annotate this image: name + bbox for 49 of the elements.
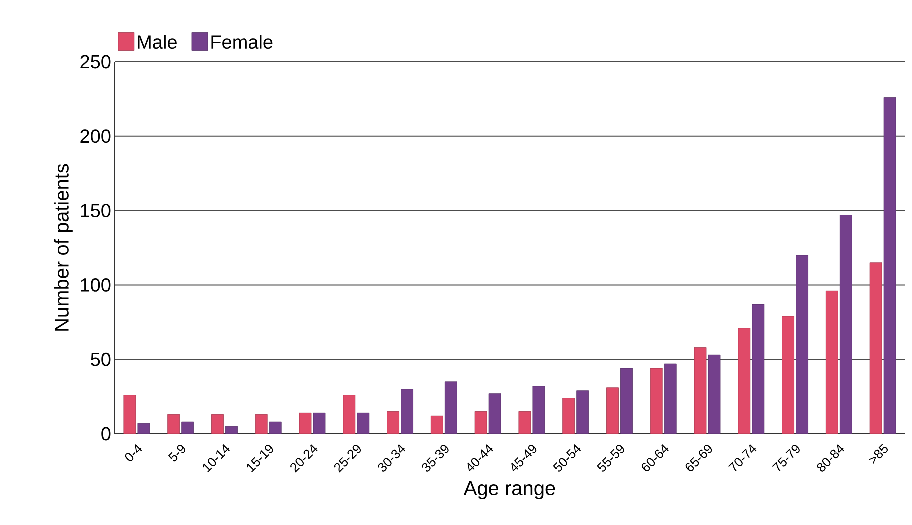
bar	[444, 382, 458, 434]
x-tick-label: 5-9	[168, 444, 186, 462]
bar	[299, 412, 312, 434]
bar	[430, 416, 444, 434]
bar	[620, 368, 633, 434]
bar	[387, 411, 400, 434]
bar	[840, 215, 852, 434]
bar	[796, 255, 808, 434]
bar	[357, 412, 370, 434]
bar	[562, 398, 576, 434]
bar	[138, 423, 150, 434]
bar	[606, 388, 619, 434]
bar	[650, 368, 663, 434]
bar	[752, 304, 765, 434]
bar	[124, 395, 136, 434]
bar	[212, 414, 224, 434]
bar	[576, 390, 590, 434]
bar	[488, 394, 502, 434]
bar	[694, 347, 707, 434]
bar	[474, 411, 488, 434]
legend-label: Male	[138, 35, 177, 50]
bar	[168, 414, 180, 434]
y-tick-label: 250	[80, 55, 111, 69]
bar	[255, 414, 268, 434]
bar	[401, 389, 414, 434]
bar	[269, 422, 282, 434]
bar	[708, 354, 721, 434]
y-tick-label: 100	[81, 278, 111, 292]
bar	[826, 290, 838, 434]
bar	[870, 262, 882, 434]
bar	[738, 328, 751, 434]
bar	[518, 411, 532, 434]
bar	[313, 412, 326, 434]
y-tick-label: 200	[80, 130, 111, 144]
bar	[182, 422, 194, 434]
y-tick-label: 50	[91, 352, 111, 366]
bar	[782, 316, 794, 434]
x-axis-title: Age range	[464, 482, 556, 500]
bar	[343, 395, 356, 434]
x-tick-label: >85	[868, 444, 888, 464]
y-axis-title: Number of patients	[54, 164, 73, 331]
bar	[664, 364, 677, 434]
y-tick-label: 0	[102, 427, 111, 441]
bar	[226, 426, 238, 434]
bar	[532, 386, 546, 434]
legend-label: Female	[212, 35, 273, 50]
y-tick-label: 150	[81, 204, 111, 218]
x-tick-label: 0-4	[125, 444, 142, 462]
bar	[884, 98, 896, 434]
